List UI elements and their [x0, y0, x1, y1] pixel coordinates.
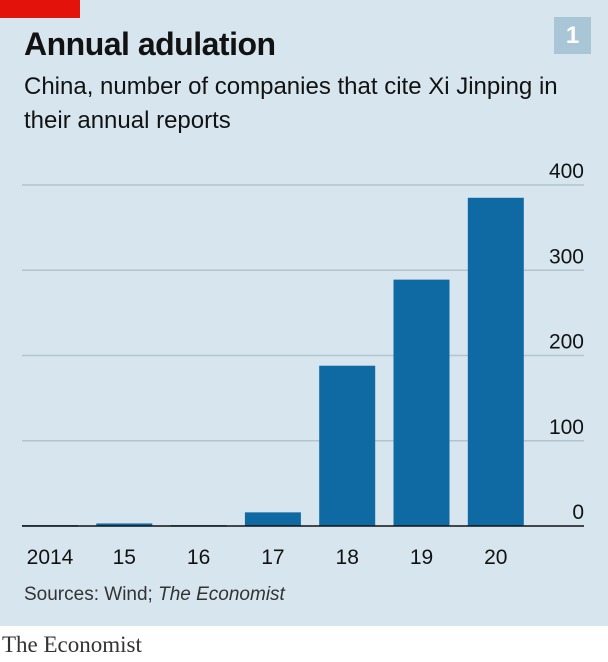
bar	[96, 523, 153, 526]
red-tag	[0, 0, 80, 18]
x-tick-label: 2014	[27, 546, 74, 569]
x-tick-label: 17	[261, 546, 284, 569]
x-tick-label: 20	[484, 546, 507, 569]
chart-number-badge: 1	[554, 17, 591, 54]
bar-chart: 0 100 200 300 400 2014 15 16 17 18 19 20	[22, 160, 584, 569]
source-italic: The Economist	[158, 584, 285, 605]
chart-panel: 1 Annual adulation China, number of comp…	[0, 0, 608, 626]
source-prefix: Sources: Wind;	[24, 584, 159, 605]
y-tick-label: 0	[572, 501, 584, 524]
bar	[393, 279, 450, 526]
y-tick-label: 400	[549, 160, 584, 183]
x-tick-label: 18	[336, 546, 359, 569]
bars	[22, 197, 584, 527]
x-tick-label: 15	[113, 546, 136, 569]
y-tick-label: 200	[549, 331, 584, 354]
x-tick-label: 16	[187, 546, 210, 569]
bar	[319, 365, 376, 526]
brand-wordmark: The Economist	[2, 632, 142, 657]
chart-subtitle: China, number of companies that cite Xi …	[24, 73, 558, 134]
bar	[244, 512, 301, 526]
source-note: Sources: Wind; The Economist	[24, 584, 285, 606]
bar	[467, 197, 524, 526]
axis-labels: 0 100 200 300 400 2014 15 16 17 18 19 20	[27, 160, 584, 569]
y-tick-label: 100	[549, 416, 584, 439]
chart-title: Annual adulation	[24, 26, 276, 62]
y-tick-label: 300	[549, 245, 584, 268]
x-tick-label: 19	[410, 546, 433, 569]
